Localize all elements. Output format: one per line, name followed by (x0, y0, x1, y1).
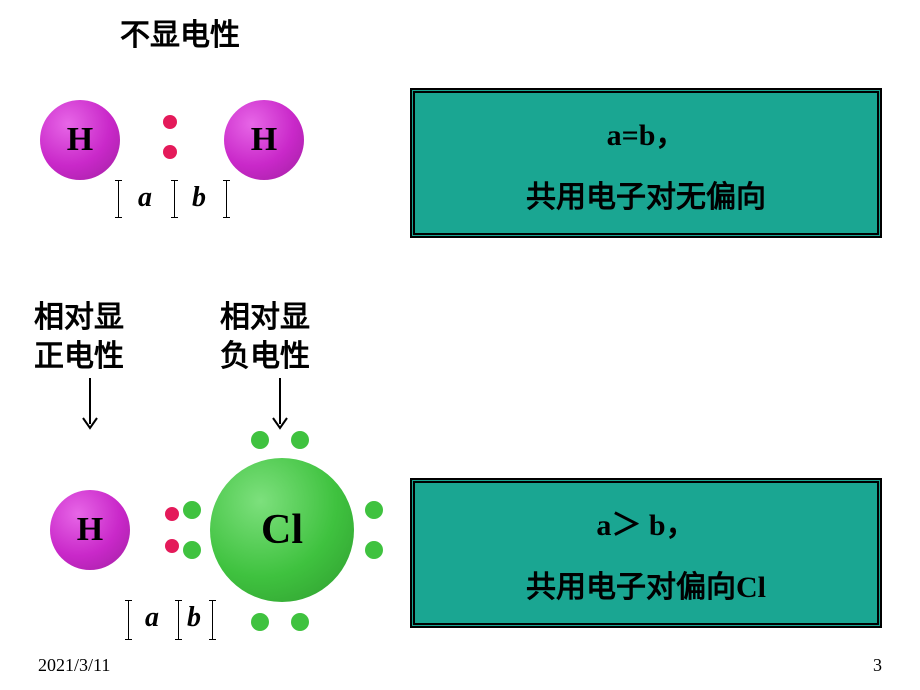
electron-dot (251, 431, 269, 449)
electron-dot (163, 115, 177, 129)
electron-dot (165, 539, 179, 553)
dimension-tick (226, 180, 227, 218)
electron-dot (291, 613, 309, 631)
bot-dim-b: b (187, 602, 201, 634)
bot-box-line2: 共用电子对偏向Cl (526, 562, 766, 606)
top-box-line2: 共用电子对无偏向 (526, 172, 766, 216)
dimension-tick (128, 600, 129, 640)
bottom-neg-label: 相对显负电性 (220, 298, 310, 376)
footer-page: 3 (873, 655, 882, 676)
electron-dot (291, 431, 309, 449)
atom-h-left: H (40, 100, 120, 180)
footer-date: 2021/3/11 (38, 655, 110, 676)
dimension-tick (118, 180, 119, 218)
electron-dot (163, 145, 177, 159)
bot-dim-a: a (145, 602, 159, 634)
top-box-line1: a=b， (607, 110, 686, 154)
top-dim-a: a (138, 182, 152, 214)
arrow-neg (270, 376, 290, 436)
arrow-pos (80, 376, 100, 436)
top-neutral-label: 不显电性 (120, 16, 240, 55)
electron-dot (251, 613, 269, 631)
atom-h-right: H (224, 100, 304, 180)
electron-dot (183, 541, 201, 559)
electron-dot (365, 541, 383, 559)
electron-dot (365, 501, 383, 519)
bot-box-line1: a＞ b， (596, 500, 695, 544)
dimension-tick (178, 600, 179, 640)
top-dim-b: b (192, 182, 206, 214)
bottom-pos-label: 相对显正电性 (34, 298, 124, 376)
dimension-tick (174, 180, 175, 218)
dimension-tick (212, 600, 213, 640)
electron-dot (165, 507, 179, 521)
top-info-box: a=b， 共用电子对无偏向 (410, 88, 882, 238)
bottom-info-box: a＞ b， 共用电子对偏向Cl (410, 478, 882, 628)
electron-dot (183, 501, 201, 519)
atom-cl: Cl (210, 458, 354, 602)
atom-h-bottom: H (50, 490, 130, 570)
